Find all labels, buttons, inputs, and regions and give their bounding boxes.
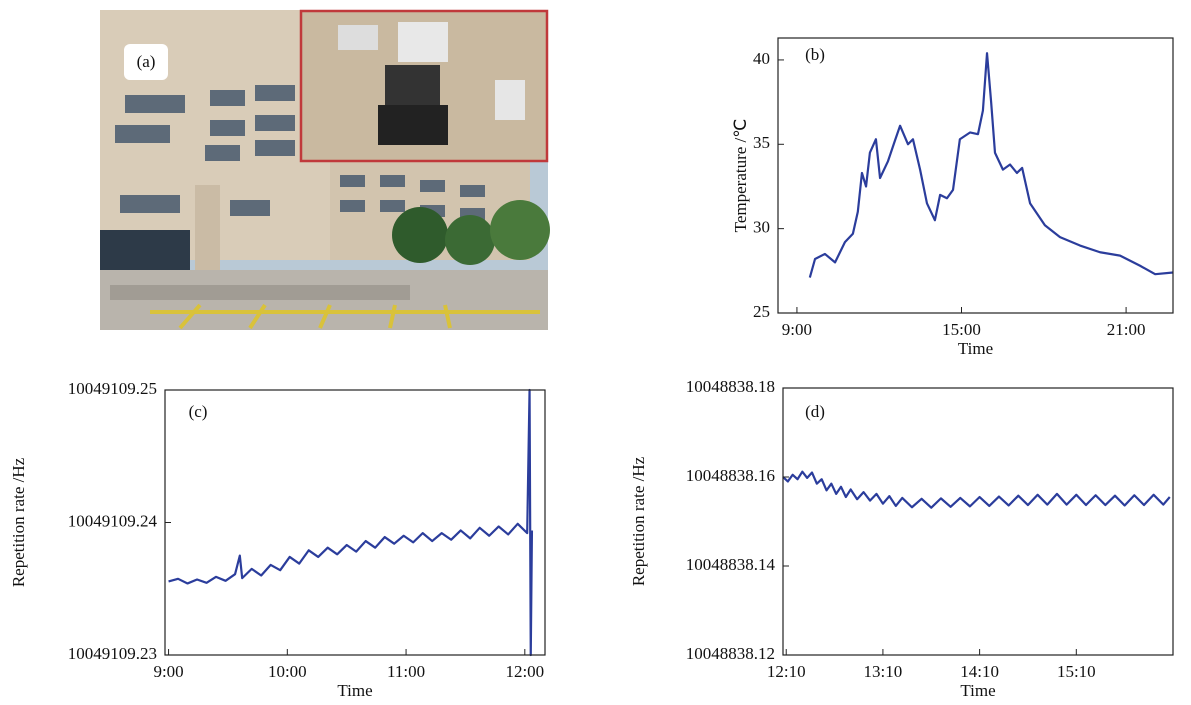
x-tick-label: 21:00 [1107,320,1146,339]
data-line [782,470,1171,509]
y-tick-label: 10049109.25 [68,379,157,398]
y-tick-label: 10048838.12 [686,644,775,663]
y-axis-label: Temperature /℃ [731,119,750,233]
x-tick-label: 15:10 [1057,662,1096,681]
x-axis-label: Time [960,681,995,700]
y-tick-label: 30 [753,218,770,237]
plot-frame [777,37,1174,314]
y-tick-label: 10048838.18 [686,377,775,396]
x-tick-label: 14:10 [960,662,999,681]
y-tick-label: 10049109.24 [68,511,158,530]
x-tick-label: 12:00 [505,662,544,681]
photo: (a) [100,9,550,330]
x-tick-label: 15:00 [942,320,981,339]
x-tick-label: 9:00 [782,320,812,339]
y-tick-label: 10049109.23 [68,644,157,663]
x-tick-label: 12:10 [767,662,806,681]
plot-frame [782,387,1174,656]
y-tick-label: 25 [753,302,770,321]
photo-label: (a) [137,52,156,71]
x-tick-label: 10:00 [268,662,307,681]
plot-frame [164,389,546,656]
y-tick-label: 40 [753,49,770,68]
panel-label: (d) [805,402,825,421]
y-tick-label: 10048838.16 [686,466,775,485]
x-tick-label: 11:00 [387,662,425,681]
x-axis-label: Time [958,339,993,358]
y-tick-label: 10048838.14 [686,555,776,574]
panel-label: (c) [189,402,208,421]
y-axis-label: Repetition rate /Hz [629,456,648,586]
x-tick-label: 9:00 [153,662,183,681]
x-axis-label: Time [337,681,372,700]
y-tick-label: 35 [753,133,770,152]
x-tick-label: 13:10 [864,662,903,681]
y-axis-label: Repetition rate /Hz [9,457,28,587]
data-line [808,52,1174,278]
data-line [168,388,534,657]
panel-label: (b) [805,45,825,64]
